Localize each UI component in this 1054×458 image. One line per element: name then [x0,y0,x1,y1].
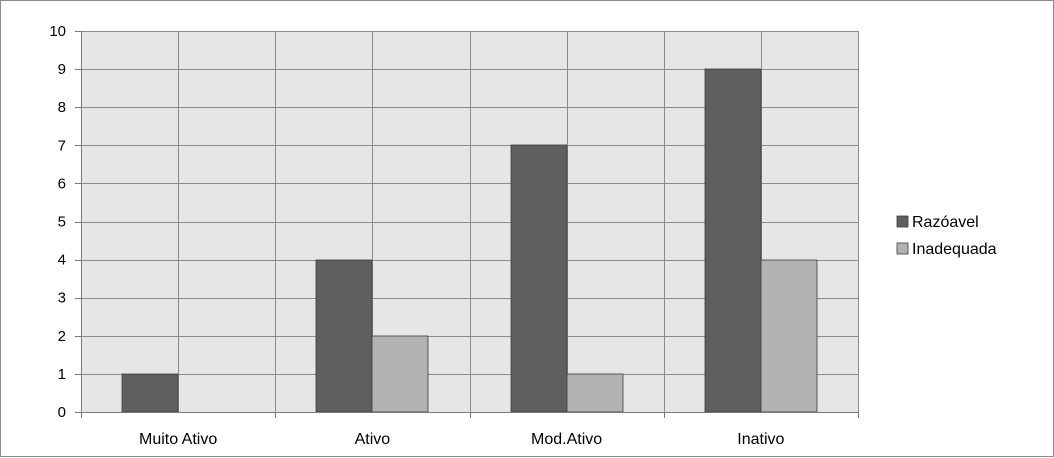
y-tick-label: 10 [49,23,66,40]
x-category-label: Mod.Ativo [531,431,602,448]
legend: Razóavel Inadequada [896,214,997,258]
y-tick-label: 8 [58,99,66,116]
bar-inadequada-3 [760,259,818,413]
bar-razoavel-2 [510,144,568,413]
y-axis-tick-labels: 0 1 2 3 4 5 6 7 8 9 10 [49,23,66,421]
y-tick-label: 7 [58,137,66,154]
bar-razoavel-3 [704,68,762,413]
legend-label: Razóavel [912,214,979,231]
legend-swatch [896,242,909,255]
y-tick-label: 9 [58,61,66,78]
bar-inadequada-2 [566,373,624,413]
bars [121,68,818,413]
y-tick-label: 4 [58,252,66,269]
bar-razoavel-0 [121,373,179,413]
bar-inadequada-1 [371,335,429,413]
legend-label: Inadequada [912,241,997,258]
y-tick-label: 5 [58,214,66,231]
y-tick-label: 0 [58,404,66,421]
x-category-label: Ativo [355,431,391,448]
axes [75,31,859,418]
x-category-label: Inativo [737,431,784,448]
y-tick-label: 6 [58,175,66,192]
y-tick-label: 3 [58,290,66,307]
y-tick-label: 1 [58,366,66,383]
x-axis-category-labels: Muito Ativo Ativo Mod.Ativo Inativo [139,431,785,448]
legend-swatch [896,215,909,228]
y-tick-label: 2 [58,328,66,345]
bar-razoavel-1 [315,259,373,413]
x-category-label: Muito Ativo [139,431,217,448]
